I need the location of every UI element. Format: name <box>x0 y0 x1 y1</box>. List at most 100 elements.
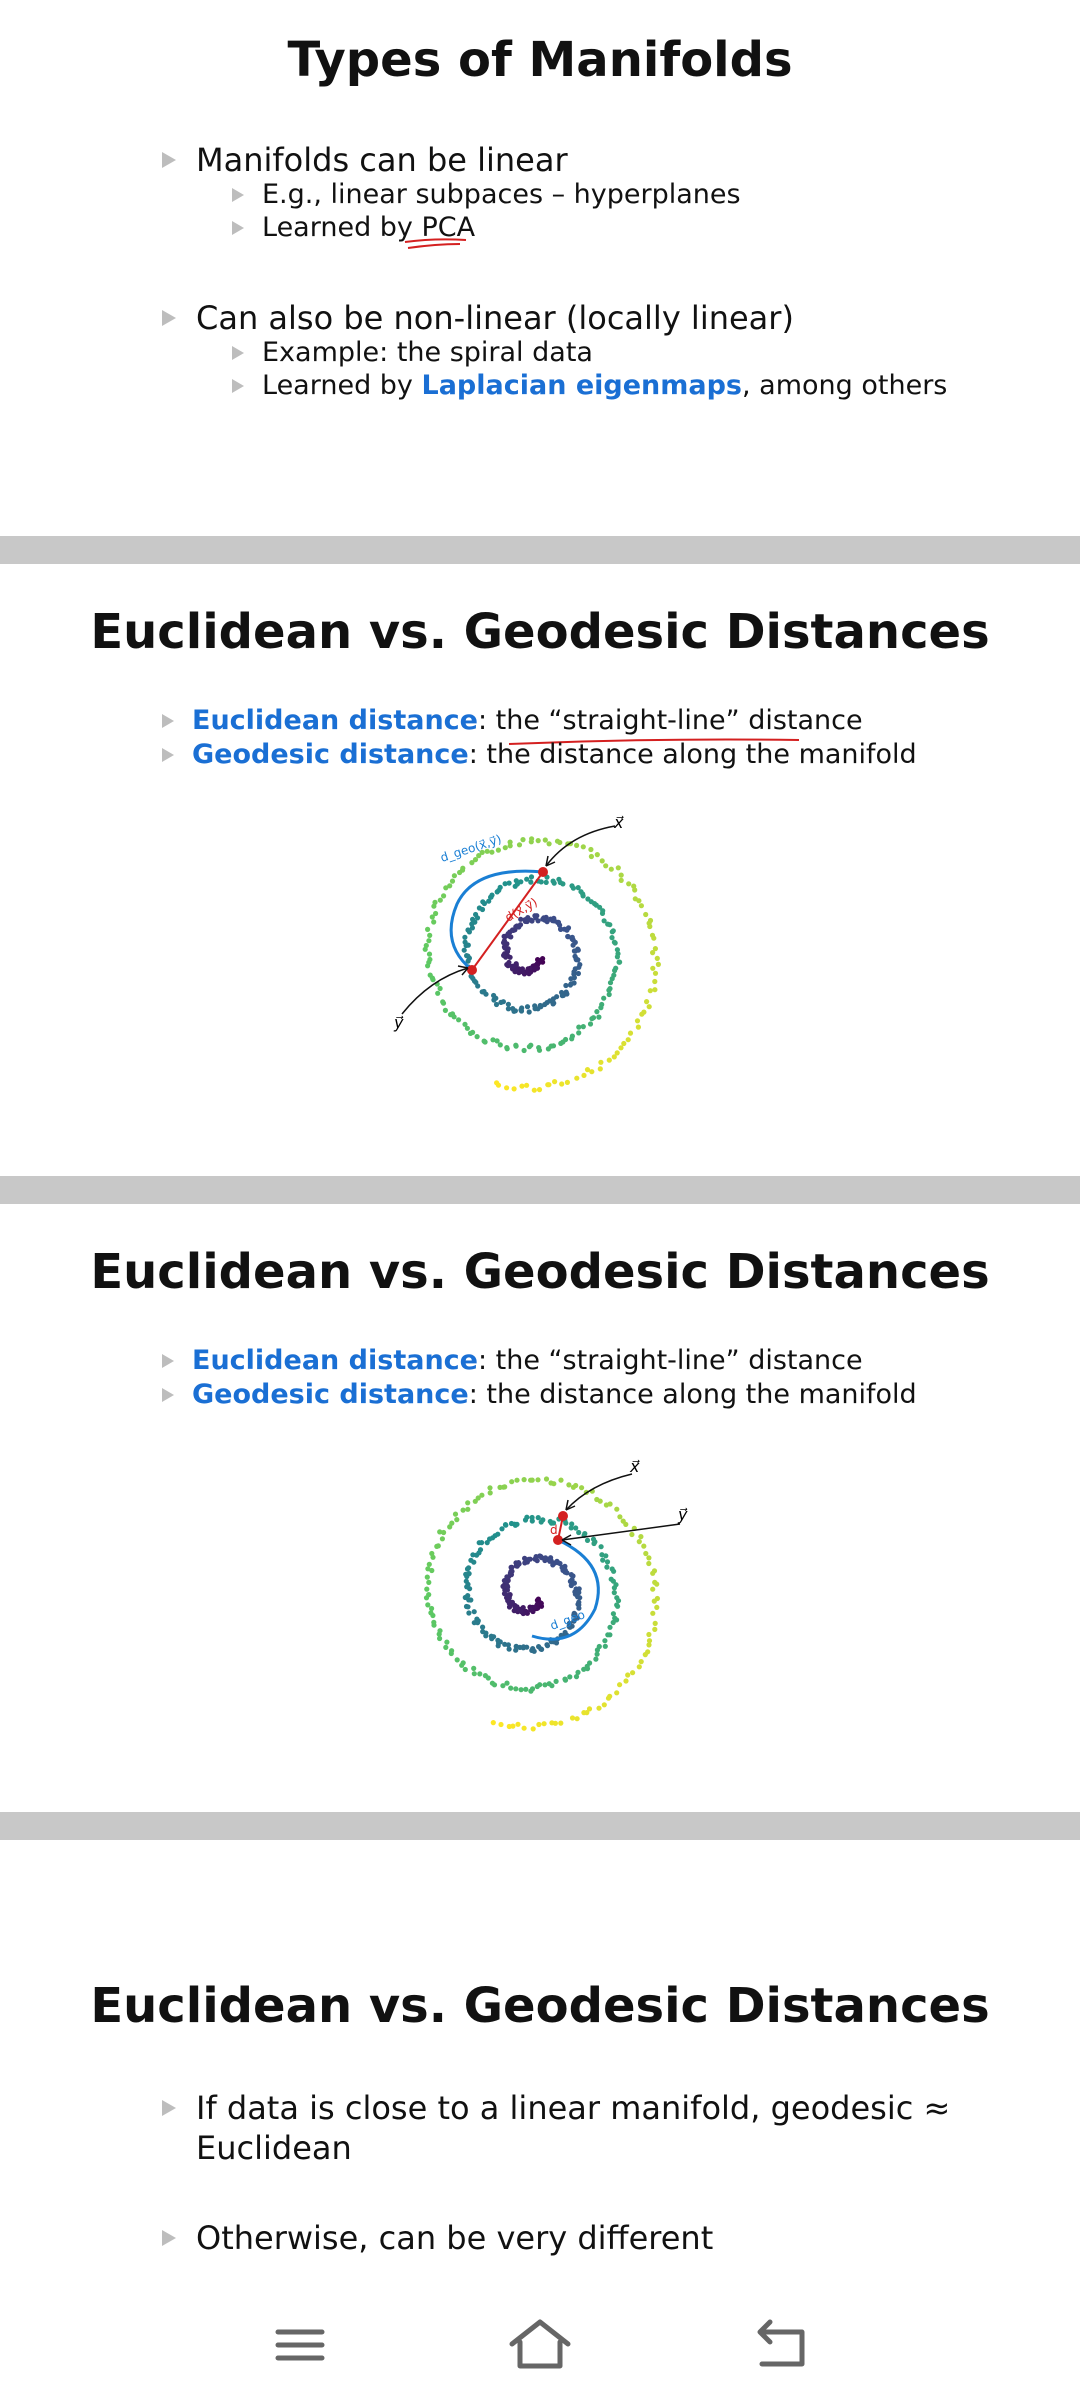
spiral-point <box>507 839 513 845</box>
geodesic-distance-definition: : the distance along the manifold <box>468 1379 917 1410</box>
spiral-point <box>646 1555 652 1561</box>
spiral-point <box>568 1525 574 1531</box>
slide-euclidean-vs-geodesic-3: Euclidean vs. Geodesic Distances If data… <box>0 1840 1080 2290</box>
bullet-text: Geodesic distance: the distance along th… <box>192 738 917 771</box>
spiral-point <box>651 935 657 941</box>
spiral-point <box>504 1045 510 1051</box>
spiral-point <box>530 1726 536 1732</box>
spiral-point <box>551 918 557 924</box>
bullet-triangle-icon <box>162 1388 174 1402</box>
spiral-points <box>422 836 661 1093</box>
spiral-point <box>646 1631 652 1638</box>
spiral-point <box>601 918 607 924</box>
spiral-figure: x⃗ y⃗ d_geo(x⃗,y⃗) d(x⃗,y⃗) <box>393 813 661 1093</box>
arrowhead-icon <box>457 965 469 976</box>
geodesic-path <box>531 1538 600 1641</box>
spiral-point <box>482 1673 488 1679</box>
spiral-point <box>433 910 439 917</box>
geodesic-distance-term: Geodesic distance <box>192 739 469 770</box>
spiral-point <box>519 1083 525 1089</box>
spiral-point <box>469 860 475 866</box>
spiral-point <box>529 1477 535 1483</box>
spiral-point <box>479 906 486 913</box>
bullet-line-2: Euclidean <box>196 2129 352 2167</box>
sub-bullet-item: Example: the spiral data <box>232 336 593 369</box>
spiral-point <box>573 957 579 963</box>
spiral-point <box>652 1620 658 1626</box>
bullet-triangle-icon <box>232 346 244 360</box>
spiral-point <box>604 1564 610 1570</box>
spiral-point <box>571 1612 577 1618</box>
spiral-point <box>491 997 497 1003</box>
spiral-point <box>618 872 624 878</box>
spiral-point <box>551 1481 557 1487</box>
bullet-item: Can also be non-linear (locally linear) <box>162 298 794 338</box>
spiral-point <box>486 898 492 904</box>
spiral-point <box>551 1000 557 1006</box>
spiral-point <box>576 1589 582 1596</box>
spiral-point <box>435 990 441 996</box>
slide-euclidean-vs-geodesic-2: Euclidean vs. Geodesic Distances Euclide… <box>0 1204 1080 1812</box>
spiral-point <box>610 1619 616 1626</box>
slide-separator <box>0 1812 1080 1840</box>
spiral-point <box>425 926 431 932</box>
spiral-point <box>468 1597 474 1603</box>
spiral-point <box>426 951 433 957</box>
spiral-point <box>627 1030 634 1036</box>
spiral-point <box>626 881 632 887</box>
spiral-point <box>607 1501 613 1507</box>
bullet-item: Otherwise, can be very different <box>162 2218 713 2258</box>
spiral-point <box>476 853 482 859</box>
spiral-point <box>424 1586 430 1592</box>
spiral-point <box>471 1609 477 1615</box>
spiral-point <box>506 880 512 886</box>
spiral-point <box>580 891 586 897</box>
spiral-point <box>449 1648 455 1654</box>
spiral-point <box>480 1629 486 1635</box>
spiral-point <box>510 927 516 933</box>
spiral-point <box>574 1075 580 1081</box>
spiral-point <box>552 1079 558 1085</box>
spiral-point <box>625 1672 631 1678</box>
spiral-point <box>531 1087 537 1093</box>
spiral-point <box>536 1644 542 1650</box>
spiral-point <box>646 1560 652 1567</box>
spiral-point <box>594 1651 600 1657</box>
menu-button[interactable] <box>260 2310 340 2380</box>
spiral-point <box>463 1578 469 1584</box>
spiral-point <box>426 1561 432 1567</box>
spiral-point <box>524 1514 530 1520</box>
spiral-point <box>573 1482 579 1489</box>
bullet-triangle-icon <box>232 379 244 393</box>
spiral-point <box>529 1514 535 1521</box>
spiral-point <box>591 1540 597 1547</box>
spiral-point <box>456 1017 462 1023</box>
spiral-point <box>542 837 548 843</box>
spiral-point <box>654 1604 660 1610</box>
spiral-point <box>489 892 495 898</box>
spiral-point <box>586 1706 593 1712</box>
home-button[interactable] <box>500 2310 580 2380</box>
spiral-point <box>598 1005 604 1011</box>
spiral-point <box>603 1553 609 1559</box>
bullet-item: Euclidean distance: the “straight-line” … <box>162 1344 863 1377</box>
spiral-point <box>427 972 433 978</box>
spiral-point <box>479 1540 485 1546</box>
spiral-point <box>569 1521 575 1527</box>
spiral-point <box>636 1664 642 1670</box>
euclidean-distance-term: Euclidean distance <box>192 705 478 736</box>
spiral-point <box>481 1038 487 1044</box>
spiral-point <box>459 1662 465 1668</box>
spiral-point <box>426 1579 432 1585</box>
spiral-point <box>605 1695 612 1701</box>
spiral-point <box>638 1534 644 1540</box>
spiral-point <box>468 1557 474 1563</box>
spiral-point <box>527 965 533 971</box>
spiral-point <box>495 847 501 853</box>
spiral-point <box>431 919 437 925</box>
spiral-point <box>442 1007 448 1013</box>
spiral-point <box>557 839 563 846</box>
spiral-points <box>423 1476 660 1732</box>
spiral-point <box>553 1678 559 1684</box>
back-button[interactable] <box>740 2310 820 2380</box>
